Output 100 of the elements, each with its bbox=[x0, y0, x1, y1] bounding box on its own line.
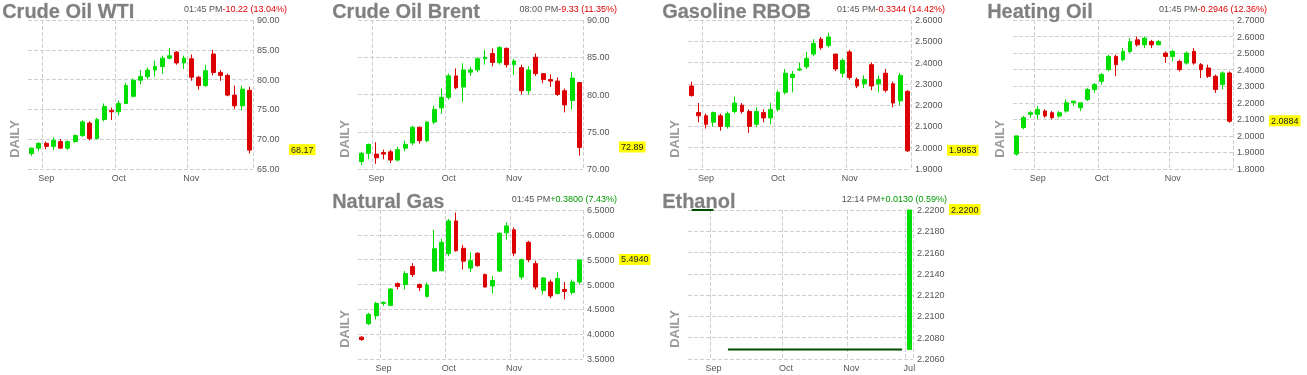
y-tick-label: 1.9000 bbox=[915, 164, 943, 174]
candlestick bbox=[381, 300, 386, 307]
candlestick bbox=[475, 56, 480, 73]
candlestick bbox=[577, 81, 582, 157]
candlestick bbox=[425, 120, 429, 143]
y-tick-label: 75.00 bbox=[587, 126, 610, 137]
candlestick bbox=[439, 238, 444, 273]
candlestick bbox=[1078, 102, 1083, 112]
candlestick bbox=[804, 51, 809, 70]
candlestick bbox=[174, 50, 179, 66]
candlestick bbox=[555, 76, 560, 97]
candlestick bbox=[1142, 36, 1147, 49]
chart-subtitle: 12:14 PM bbox=[841, 193, 881, 204]
y-tick-label: 2.5000 bbox=[915, 36, 943, 47]
candlestick bbox=[410, 125, 415, 146]
candlestick bbox=[359, 335, 364, 342]
candlestick bbox=[1043, 108, 1047, 119]
candlestick bbox=[1149, 39, 1154, 49]
candlestick bbox=[790, 70, 795, 93]
candlestick bbox=[80, 119, 85, 138]
chart-title: Heating Oil bbox=[987, 0, 1093, 23]
y-tick-label: 2.2200 bbox=[917, 205, 945, 215]
candlestick bbox=[1064, 98, 1069, 114]
candlestick bbox=[819, 36, 823, 51]
y-tick-label: 2.2060 bbox=[917, 354, 945, 364]
candlestick bbox=[826, 32, 831, 49]
candlestick bbox=[504, 47, 509, 69]
candlestick bbox=[395, 282, 400, 290]
y-tick-label: 80.00 bbox=[587, 89, 610, 100]
candlestick bbox=[388, 149, 393, 164]
candlestick bbox=[403, 270, 408, 290]
x-tick-label: Oct bbox=[778, 362, 794, 373]
candlestick bbox=[761, 108, 766, 123]
y-tick-label: 2.3000 bbox=[915, 78, 943, 89]
x-tick-label: Oct bbox=[441, 362, 457, 373]
x-tick-label: Oct bbox=[441, 172, 457, 183]
candlestick bbox=[740, 102, 744, 115]
y-tick-label: 2.7000 bbox=[1237, 15, 1265, 25]
candlestick bbox=[417, 126, 422, 145]
candlestick bbox=[490, 275, 495, 294]
candlestick bbox=[51, 136, 56, 151]
candlestick bbox=[577, 259, 582, 285]
candlestick bbox=[189, 54, 194, 82]
x-tick-label: Sep bbox=[705, 362, 722, 373]
y-tick-label: 6.0000 bbox=[587, 229, 615, 240]
candlestick bbox=[1085, 87, 1090, 102]
x-tick-label: Oct bbox=[111, 172, 127, 183]
candlestick bbox=[862, 74, 867, 89]
candlestick bbox=[403, 140, 408, 152]
candlestick bbox=[1135, 36, 1140, 47]
candlestick bbox=[847, 49, 852, 81]
candlestick bbox=[145, 67, 150, 81]
candlestick bbox=[732, 96, 737, 115]
candlestick bbox=[891, 81, 895, 108]
y-axis-title: DAILY bbox=[7, 119, 22, 158]
y-tick-label: 85.00 bbox=[257, 44, 280, 55]
candlestick bbox=[696, 102, 701, 123]
y-tick-label: 2.5000 bbox=[1237, 48, 1265, 59]
candlestick bbox=[512, 58, 516, 76]
candlestick bbox=[381, 149, 386, 160]
chart-title: Crude Oil Brent bbox=[332, 0, 481, 23]
candlestick bbox=[768, 102, 773, 125]
text: -0.3344 (14.42%) bbox=[875, 3, 945, 14]
x-tick-label: Oct bbox=[770, 172, 786, 183]
candlestick bbox=[1206, 64, 1211, 79]
chart-title: Ethanol bbox=[662, 190, 736, 213]
chart-subtitle: 08:00 PM bbox=[519, 3, 559, 14]
y-tick-label: 6.5000 bbox=[587, 205, 615, 215]
candlestick bbox=[497, 45, 502, 66]
candlestick bbox=[519, 64, 524, 95]
candlestick bbox=[218, 69, 223, 82]
candlestick bbox=[548, 279, 553, 299]
y-tick-label: 2.2000 bbox=[915, 100, 943, 111]
candlestick bbox=[87, 120, 92, 141]
text: 5.4940 bbox=[621, 254, 649, 265]
candlestick bbox=[1220, 70, 1225, 91]
candlestick bbox=[548, 73, 553, 88]
candlestick bbox=[1035, 105, 1040, 120]
candlestick bbox=[374, 301, 379, 320]
candlestick bbox=[138, 69, 143, 85]
candlestick bbox=[366, 143, 371, 160]
text: -9.33 (11.35%) bbox=[558, 3, 618, 14]
y-tick-label: 1.9000 bbox=[1237, 147, 1265, 158]
candlestick bbox=[1021, 115, 1026, 130]
candlestick bbox=[374, 141, 379, 165]
x-tick-label: Oct bbox=[1094, 172, 1110, 183]
candlestick bbox=[898, 72, 903, 106]
x-tick-label: Sep bbox=[1029, 172, 1046, 183]
candlestick bbox=[704, 113, 708, 130]
candlestick bbox=[689, 81, 694, 98]
candlestick bbox=[526, 240, 531, 263]
y-tick-label: 70.00 bbox=[587, 164, 610, 174]
candlestick bbox=[1184, 50, 1189, 66]
candlestick bbox=[783, 68, 788, 95]
y-tick-label: 2.2100 bbox=[917, 311, 945, 322]
candlestick bbox=[446, 73, 451, 101]
x-tick-label: Nov bbox=[506, 362, 523, 373]
candlestick bbox=[475, 251, 480, 268]
candlestick bbox=[468, 66, 473, 77]
candlestick bbox=[410, 262, 415, 278]
